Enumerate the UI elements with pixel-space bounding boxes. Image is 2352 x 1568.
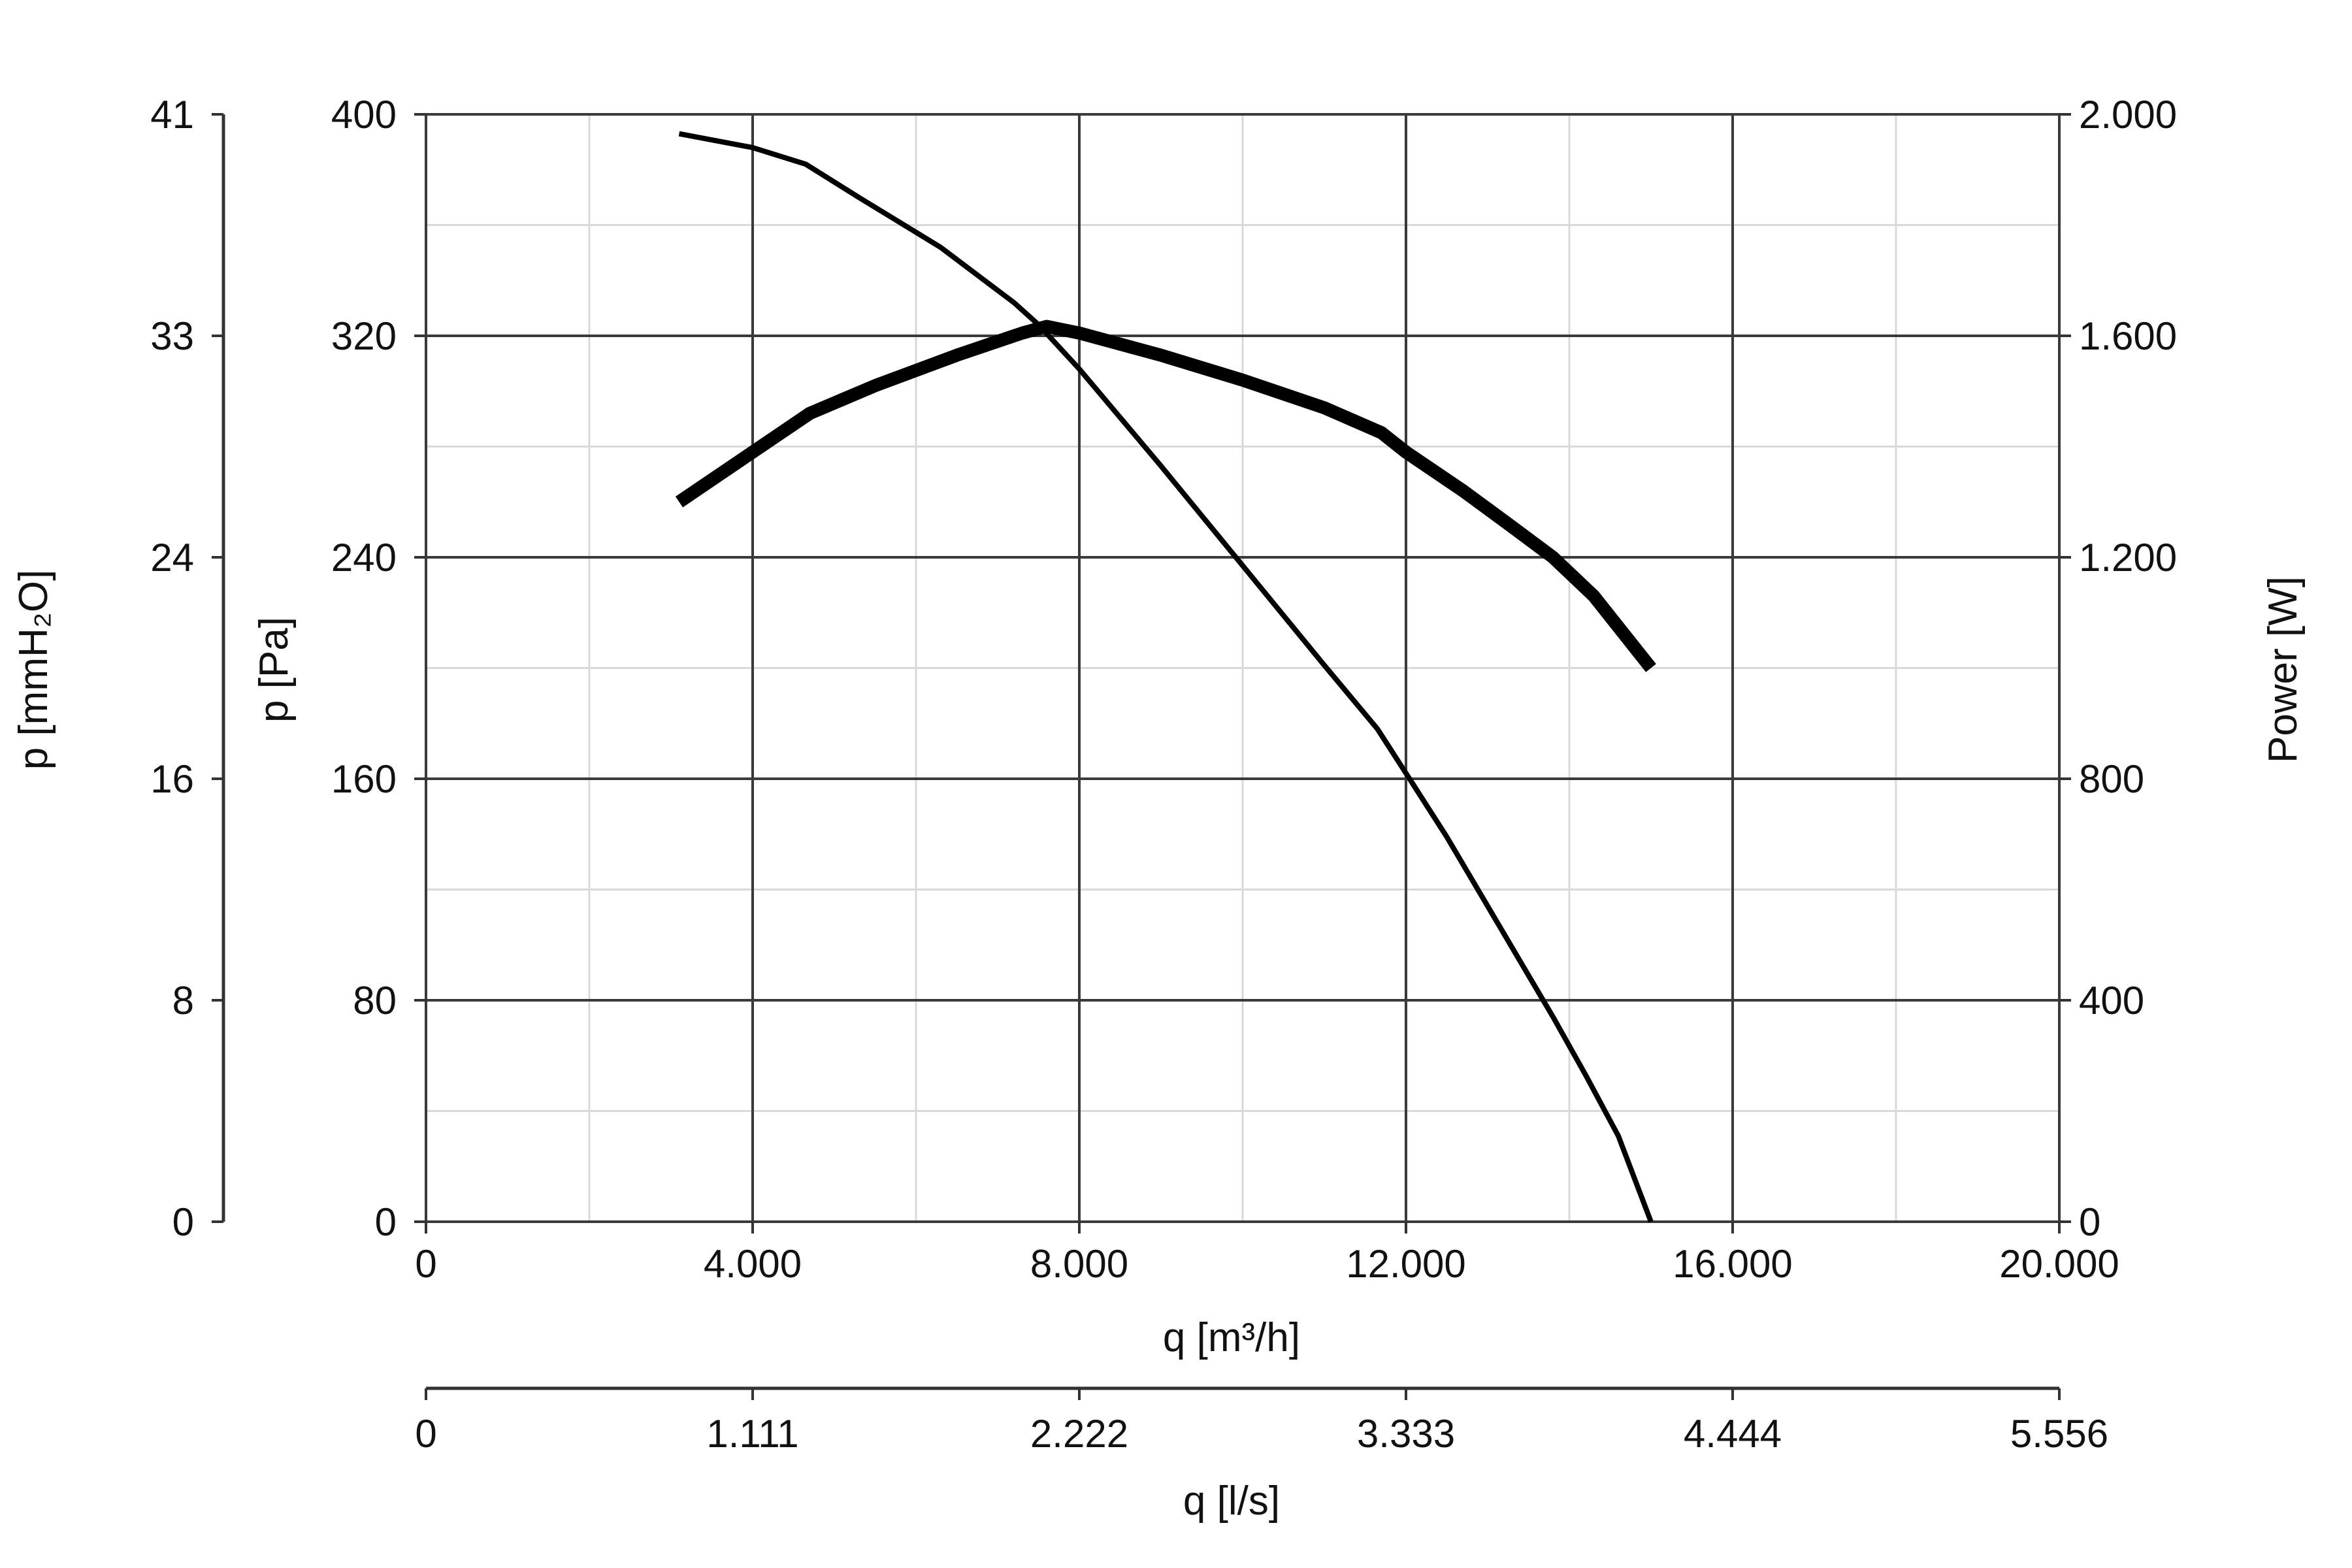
y-pa-axis-title: p [Pa] xyxy=(252,617,297,723)
y-pa-tick-label: 240 xyxy=(331,536,397,580)
x2-tick-label: 5.556 xyxy=(2010,1412,2108,1456)
y-pa-tick-labels: 0 80 160 240 320 400 xyxy=(331,93,397,1244)
x-tick-labels: 0 4.000 8.000 12.000 16.000 20.000 xyxy=(415,1242,2119,1286)
x-tick-label: 20.000 xyxy=(1999,1242,2119,1286)
axes xyxy=(212,113,2071,1400)
x-axis-title: q [m³/h] xyxy=(1163,1315,1300,1360)
power-curve xyxy=(675,319,1656,672)
y-power-tick-label: 400 xyxy=(2079,979,2144,1022)
y-pa-tick-label: 0 xyxy=(375,1200,397,1244)
x2-tick-label: 0 xyxy=(415,1412,436,1456)
y-mmh2o-tick-label: 41 xyxy=(150,93,194,137)
y-power-axis-title: Power [W] xyxy=(2261,576,2306,763)
x-tick-label: 16.000 xyxy=(1673,1242,1793,1286)
y-mmh2o-tick-label: 33 xyxy=(150,314,194,358)
y-mmh2o-tick-label: 16 xyxy=(150,757,194,801)
y-mmh2o-tick-label: 8 xyxy=(172,979,194,1022)
x2-tick-label: 2.222 xyxy=(1030,1412,1128,1456)
y-pa-tick-label: 160 xyxy=(331,757,397,801)
y-mmh2o-axis-title: p [mmH₂O] xyxy=(11,570,56,770)
x2-tick-labels: 0 1.111 2.222 3.333 4.444 5.556 xyxy=(415,1412,2108,1456)
y-power-tick-label: 0 xyxy=(2079,1200,2100,1244)
y-pa-tick-label: 320 xyxy=(331,314,397,358)
x2-tick-label: 3.333 xyxy=(1357,1412,1455,1456)
y-pa-tick-label: 80 xyxy=(353,979,397,1022)
x-tick-label: 0 xyxy=(415,1242,436,1286)
y-mmh2o-tick-label: 24 xyxy=(150,536,194,580)
y-mmh2o-tick-labels: 0 8 16 24 33 41 xyxy=(150,93,194,1244)
y-pa-tick-label: 400 xyxy=(331,93,397,137)
major-grid xyxy=(425,113,2061,1223)
x-tick-label: 4.000 xyxy=(704,1242,802,1286)
y-power-tick-label: 1.600 xyxy=(2079,314,2177,358)
x2-tick-label: 4.444 xyxy=(1684,1412,1782,1456)
y-power-tick-labels: 0 400 800 1.200 1.600 2.000 xyxy=(2079,93,2177,1244)
pressure-curve xyxy=(678,131,1654,1223)
x2-tick-label: 1.111 xyxy=(706,1412,798,1456)
y-power-tick-label: 1.200 xyxy=(2079,536,2177,580)
x-tick-label: 12.000 xyxy=(1346,1242,1466,1286)
x-tick-label: 8.000 xyxy=(1030,1242,1128,1286)
curves xyxy=(675,131,1656,1223)
y-power-tick-label: 2.000 xyxy=(2079,93,2177,137)
y-mmh2o-tick-label: 0 xyxy=(172,1200,194,1244)
x2-axis-title: q [l/s] xyxy=(1183,1478,1280,1524)
minor-grid xyxy=(426,114,2059,1222)
y-power-tick-label: 800 xyxy=(2079,757,2144,801)
